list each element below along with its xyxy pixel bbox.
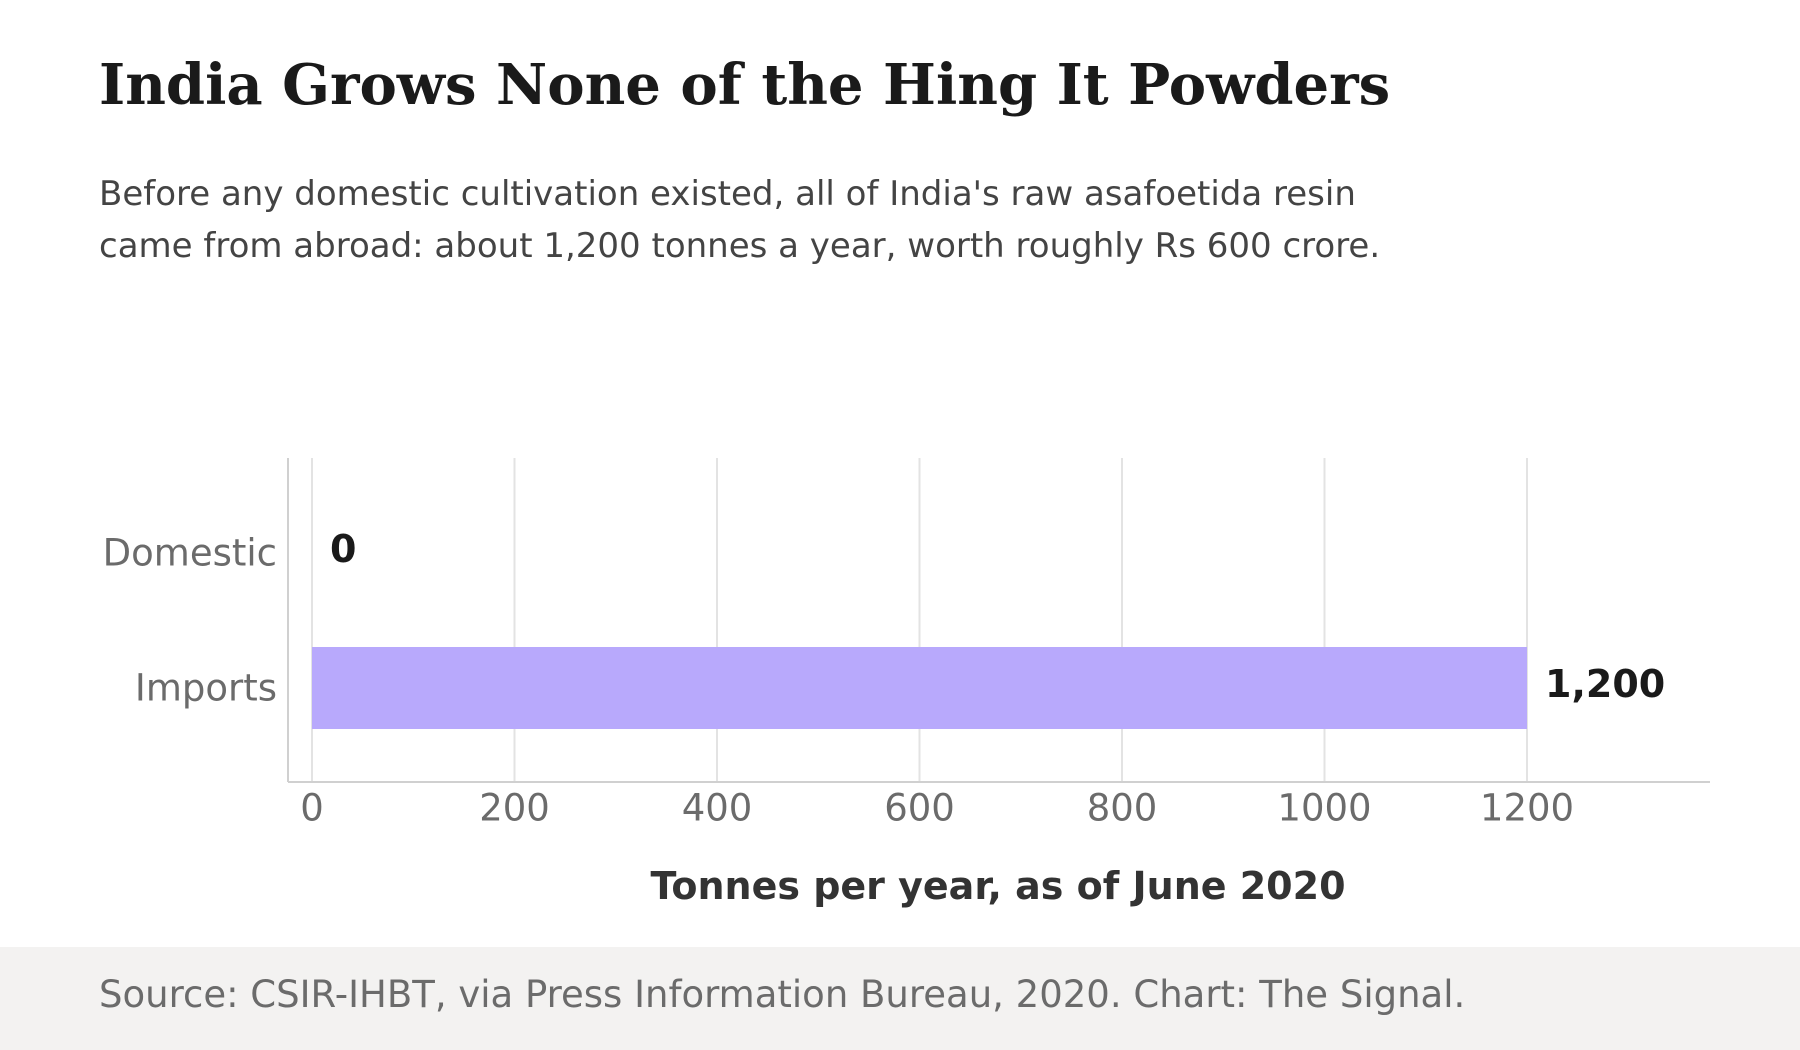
bar-imports xyxy=(312,647,1527,729)
source-note: Source: CSIR-IHBT, via Press Information… xyxy=(99,973,1466,1016)
category-label-imports: Imports xyxy=(135,667,277,710)
x-tick-label: 600 xyxy=(884,787,955,830)
chart-title: India Grows None of the Hing It Powders xyxy=(99,52,1391,118)
footer-band xyxy=(0,947,1800,1050)
x-tick-label: 800 xyxy=(1087,787,1158,830)
x-tick-label: 400 xyxy=(682,787,753,830)
bar-chart: Domestic 0 Imports 1,200 0 200 400 600 800 1000 12… xyxy=(103,458,1710,908)
chart-subtitle: Before any domestic cultivation existed,… xyxy=(99,174,1381,266)
x-tick-label: 1200 xyxy=(1480,787,1574,830)
x-tick-label: 200 xyxy=(479,787,550,830)
x-axis-title: Tonnes per year, as of June 2020 xyxy=(650,864,1345,908)
x-tick-label: 1000 xyxy=(1277,787,1371,830)
x-tick-label: 0 xyxy=(300,787,324,830)
value-label-domestic: 0 xyxy=(330,527,356,571)
value-label-imports: 1,200 xyxy=(1545,662,1665,706)
category-label-domestic: Domestic xyxy=(103,532,277,575)
